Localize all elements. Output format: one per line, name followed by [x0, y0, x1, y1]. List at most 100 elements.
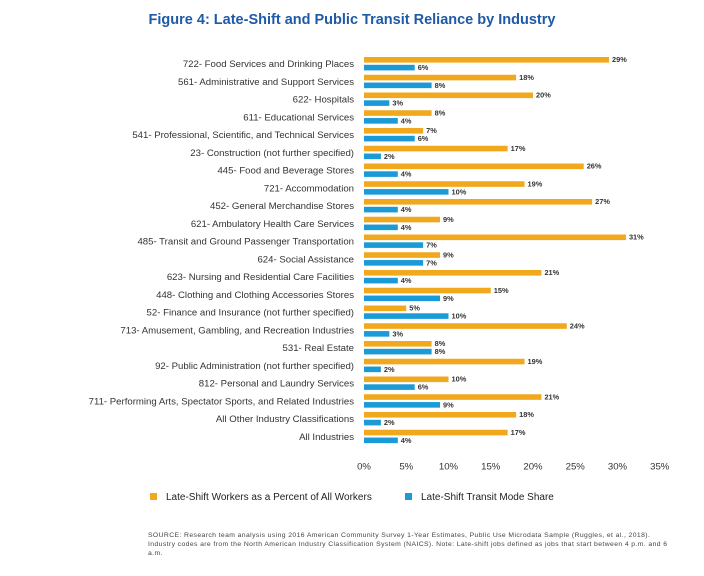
transit-mode-share-bar [364, 277, 398, 284]
data-label: 17% [511, 428, 526, 437]
bars [364, 57, 626, 444]
data-label: 4% [401, 205, 412, 214]
category-label: 452- General Merchandise Stores [210, 201, 354, 212]
late-shift-workers-bar [364, 358, 525, 365]
data-label: 4% [401, 276, 412, 285]
transit-mode-share-bar [364, 366, 381, 373]
x-tick-label: 25% [566, 462, 586, 473]
transit-mode-share-bar [364, 313, 449, 319]
legend-swatch [405, 493, 412, 500]
data-label: 2% [384, 365, 395, 374]
data-label: 6% [418, 63, 429, 72]
late-shift-workers-bar [364, 57, 610, 63]
late-shift-workers-bar [364, 92, 533, 99]
data-label: 2% [384, 418, 395, 427]
legend-label: Late-Shift Workers as a Percent of All W… [166, 492, 372, 503]
data-label: 5% [409, 304, 420, 313]
transit-mode-share-bar [364, 295, 441, 302]
late-shift-workers-bar [364, 270, 542, 276]
data-label: 10% [452, 375, 467, 384]
data-label: 8% [435, 347, 446, 356]
legend: Late-Shift Workers as a Percent of All W… [150, 492, 554, 503]
data-label: 10% [452, 312, 467, 321]
category-label: 621- Ambulatory Health Care Services [191, 219, 354, 230]
data-label: 8% [435, 108, 446, 117]
data-label: 4% [401, 170, 412, 179]
category-label: All Industries [299, 432, 354, 443]
data-label: 4% [401, 223, 412, 232]
x-tick-label: 30% [608, 462, 628, 473]
data-label: 9% [443, 400, 454, 409]
late-shift-workers-bar [364, 110, 432, 116]
transit-mode-share-bar [364, 437, 398, 444]
data-label: 21% [544, 392, 559, 401]
data-label: 20% [536, 91, 551, 100]
late-shift-workers-bar [364, 252, 441, 258]
late-shift-workers-bar [364, 287, 491, 294]
category-label: 485- Transit and Ground Passenger Transp… [137, 237, 354, 248]
category-label: 623- Nursing and Residential Care Facili… [167, 272, 354, 283]
category-label: 624- Social Assistance [257, 254, 354, 265]
transit-mode-share-bar [364, 242, 424, 248]
transit-mode-share-bar [364, 419, 381, 426]
category-label: All Other Industry Classifications [216, 414, 354, 425]
late-shift-workers-bar [364, 394, 542, 400]
x-tick-label: 5% [399, 462, 413, 473]
data-label: 18% [519, 73, 534, 82]
data-label: 9% [443, 294, 454, 303]
transit-mode-share-bar [364, 384, 415, 390]
category-label: 445- Food and Beverage Stores [217, 166, 354, 177]
x-tick-label: 20% [523, 462, 543, 473]
transit-mode-share-bar [364, 189, 449, 195]
transit-mode-share-bar [364, 206, 398, 213]
late-shift-workers-bar [364, 305, 407, 312]
late-shift-workers-bar [364, 145, 508, 152]
data-label: 3% [392, 329, 403, 338]
transit-mode-share-bar [364, 402, 441, 408]
category-label: 721- Accommodation [264, 183, 354, 194]
x-tick-label: 15% [481, 462, 501, 473]
late-shift-workers-bar [364, 412, 517, 418]
late-shift-workers-bar [364, 128, 424, 134]
late-shift-workers-bar [364, 181, 525, 187]
late-shift-workers-bar [364, 376, 449, 383]
category-label: 531- Real Estate [283, 343, 354, 354]
category-label: 722- Food Services and Drinking Places [183, 59, 354, 70]
data-label: 27% [595, 197, 610, 206]
data-label: 8% [435, 339, 446, 348]
late-shift-workers-bar [364, 429, 508, 436]
source-note: SOURCE: Research team analysis using 201… [148, 532, 668, 557]
data-label: 24% [570, 321, 585, 330]
late-shift-workers-bar [364, 163, 584, 170]
data-label: 10% [452, 187, 467, 196]
x-tick-label: 35% [650, 462, 670, 473]
category-label: 52- Finance and Insurance (not further s… [147, 308, 354, 319]
transit-mode-share-bar [364, 64, 415, 71]
transit-mode-share-bar [364, 135, 415, 142]
transit-mode-share-bar [364, 260, 424, 266]
late-shift-workers-bar [364, 199, 593, 205]
late-shift-workers-bar [364, 234, 626, 241]
data-label: 29% [612, 55, 627, 64]
data-label: 18% [519, 410, 534, 419]
data-label: 9% [443, 250, 454, 259]
data-label: 4% [401, 436, 412, 445]
chart-title: Figure 4: Late-Shift and Public Transit … [148, 12, 556, 28]
late-shift-workers-bar [364, 341, 432, 347]
late-shift-workers-bar [364, 216, 441, 223]
data-label: 6% [418, 134, 429, 143]
data-label: 9% [443, 215, 454, 224]
x-tick-label: 0% [357, 462, 371, 473]
data-label: 8% [435, 81, 446, 90]
data-label: 15% [494, 286, 509, 295]
data-label: 19% [528, 179, 543, 188]
data-labels: 29%6%18%8%20%3%8%4%7%6%17%2%26%4%19%10%2… [384, 55, 644, 445]
category-label: 448- Clothing and Clothing Accessories S… [156, 290, 354, 301]
data-label: 7% [426, 241, 437, 250]
transit-mode-share-bar [364, 348, 432, 355]
transit-mode-share-bar [364, 224, 398, 231]
legend-swatch [150, 493, 157, 500]
category-label: 713- Amusement, Gambling, and Recreation… [120, 325, 354, 336]
data-label: 6% [418, 383, 429, 392]
